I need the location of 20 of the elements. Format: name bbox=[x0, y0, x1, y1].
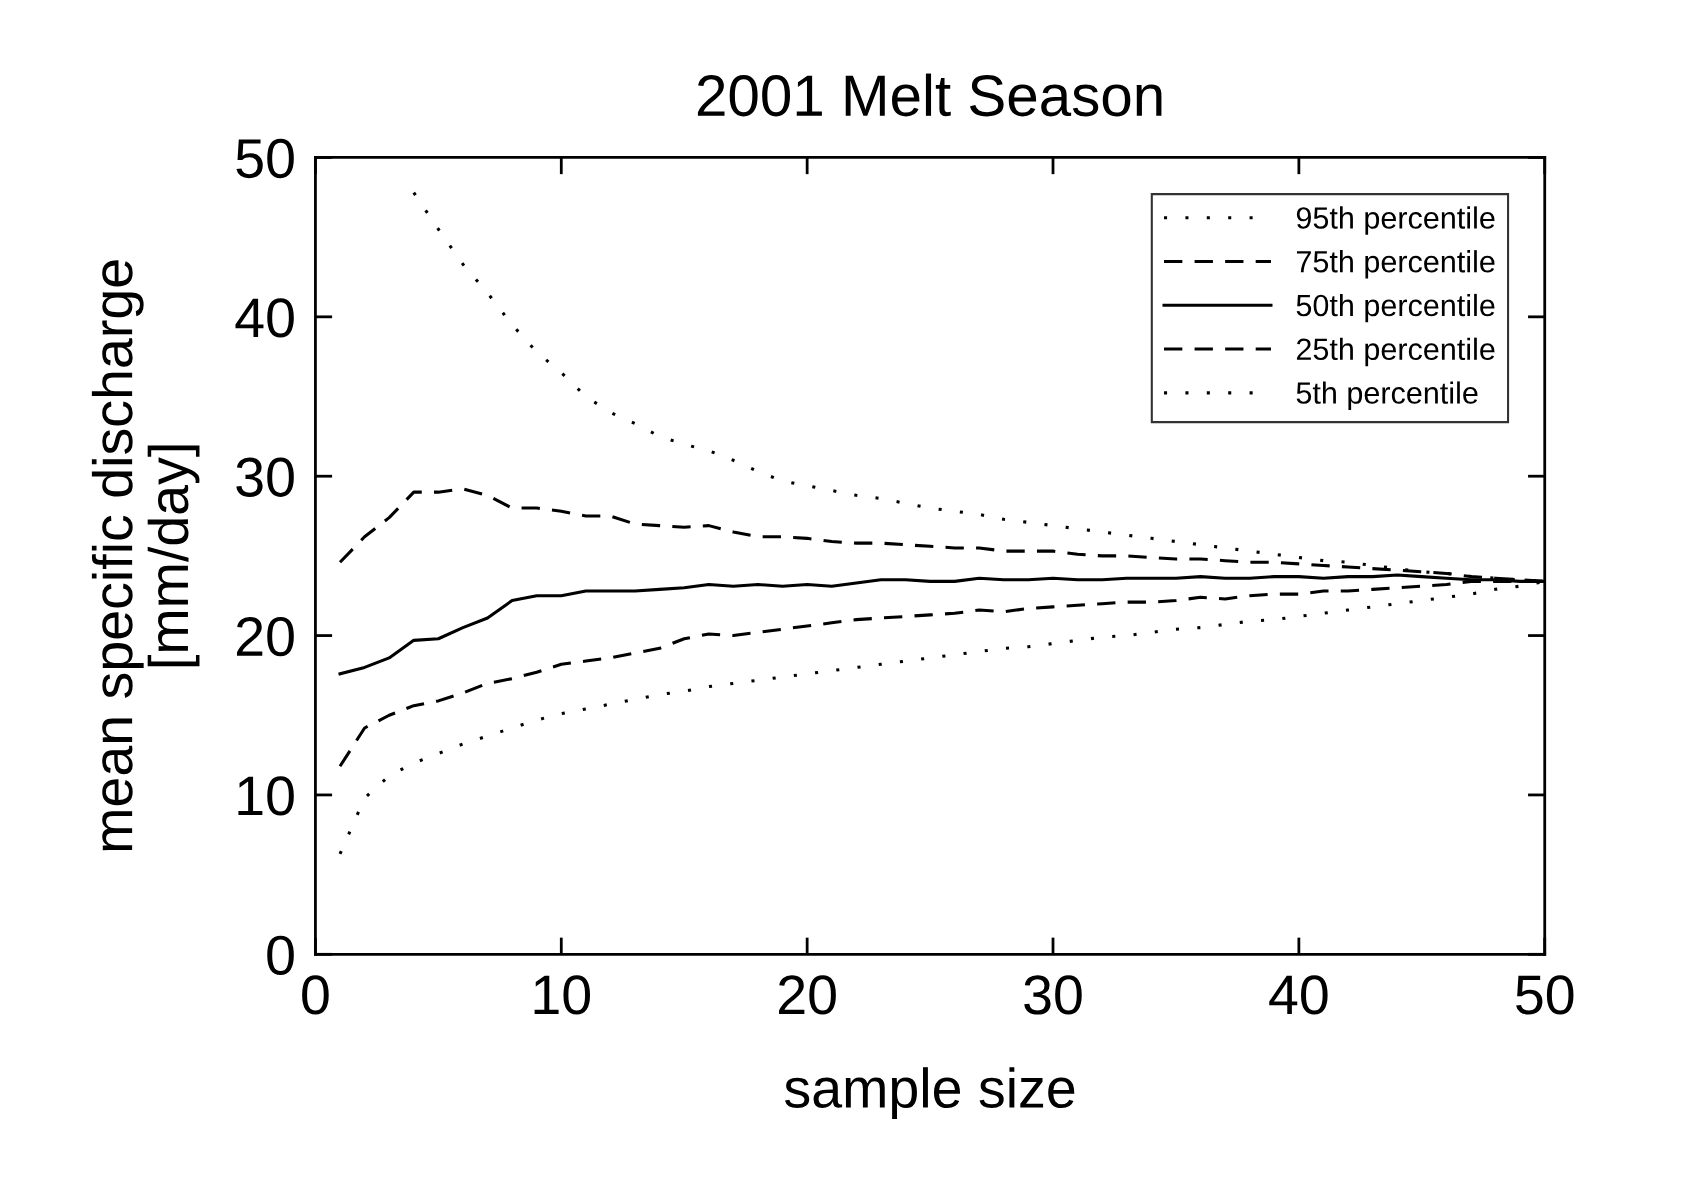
legend-label: 50th percentile bbox=[1296, 293, 1495, 323]
legend-label: 95th percentile bbox=[1296, 206, 1495, 235]
x-tick-label: 20 bbox=[779, 975, 836, 1015]
y-tick-label: 30 bbox=[236, 457, 294, 497]
y-axis-title: mean specific discharge [mm/day] bbox=[91, 260, 200, 851]
y-tick-label: 40 bbox=[235, 298, 294, 338]
legend-label: 25th percentile bbox=[1296, 337, 1495, 367]
chart-title: 2001 Melt Season bbox=[697, 73, 1162, 117]
legend-label: 75th percentile bbox=[1296, 250, 1495, 279]
x-tick-label: 30 bbox=[1024, 975, 1082, 1015]
x-tick-label: 40 bbox=[1269, 975, 1328, 1015]
y-tick-label: 10 bbox=[238, 776, 294, 816]
x-tick-label: 50 bbox=[1516, 975, 1574, 1015]
y-tick-label: 50 bbox=[236, 138, 294, 179]
y-tick-label: 0 bbox=[267, 935, 294, 975]
y-tick-label: 20 bbox=[236, 616, 294, 657]
x-tick-label: 10 bbox=[534, 975, 591, 1015]
legend-label: 5th percentile bbox=[1296, 381, 1478, 410]
x-tick-label: 0 bbox=[302, 975, 329, 1015]
x-axis-title: sample size bbox=[784, 1067, 1075, 1119]
